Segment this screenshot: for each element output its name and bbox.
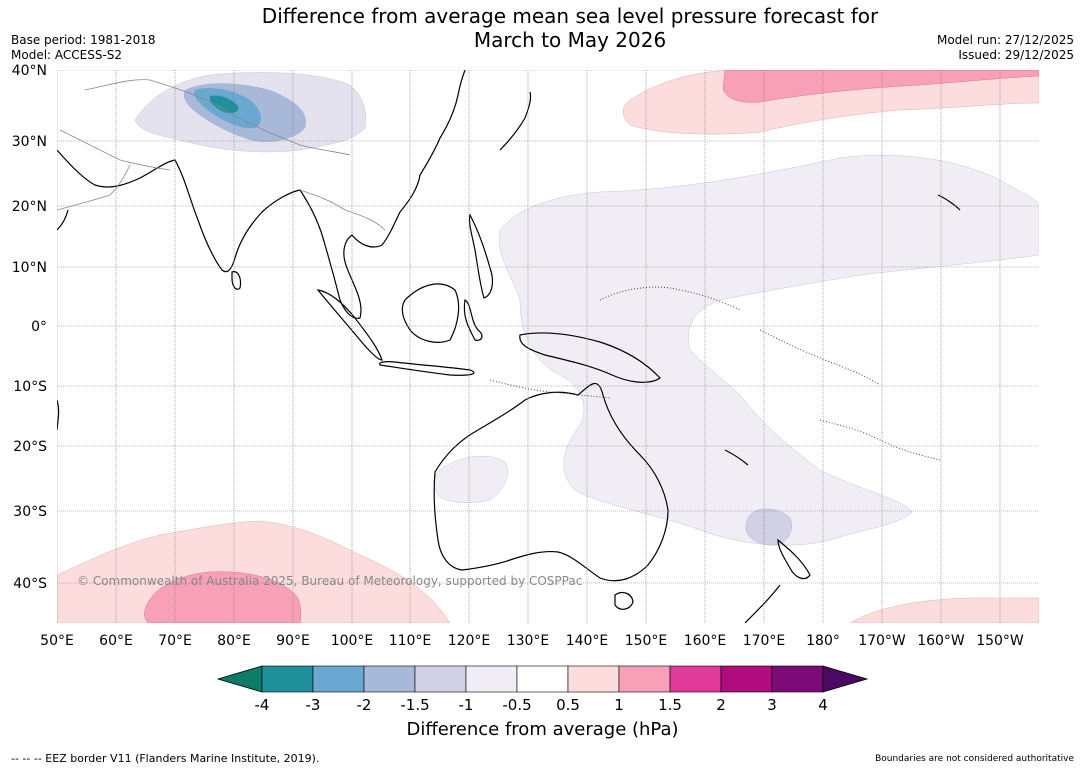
coast-arabia-asia <box>57 70 466 319</box>
lon-label: 70°E <box>158 633 192 649</box>
anomaly-asia-strongest <box>209 95 239 114</box>
lon-label: 140°E <box>566 633 609 649</box>
lat-label: 20°S <box>13 439 47 455</box>
map-area <box>57 70 1039 623</box>
coast-sri-lanka <box>231 271 242 290</box>
coast-sulawesi <box>463 298 483 341</box>
latitude-labels: 40°N 30°N 20°N 10°N 0° 10°S 20°S 30°S 40… <box>12 63 47 592</box>
coast-australia <box>433 382 669 582</box>
lon-label: 170°E <box>743 633 786 649</box>
coast-new-guinea <box>519 332 661 383</box>
lon-label: 80°E <box>217 633 251 649</box>
eez-pacific-islands <box>759 329 881 386</box>
model-name: Model: ACCESS-S2 <box>11 48 123 62</box>
anomaly-pacific-negative <box>498 154 1039 546</box>
copyright-notice: © Commonwealth of Australia 2025, Bureau… <box>77 574 583 588</box>
coast-new-zealand-south <box>744 584 781 623</box>
lon-label: 110°E <box>389 633 432 649</box>
lat-label: 40°N <box>12 63 47 79</box>
coast-hawaii <box>937 194 961 211</box>
issued-date: Issued: 29/12/2025 <box>958 48 1074 62</box>
boundary-disclaimer: Boundaries are not considered authoritat… <box>875 754 1074 764</box>
lat-label: 10°N <box>12 260 47 276</box>
lat-label: 0° <box>31 319 47 335</box>
lon-label: 160°E <box>684 633 727 649</box>
longitude-labels: 50°E 60°E 70°E 80°E 90°E 100°E 110°E 120… <box>40 633 1024 649</box>
lon-label: 100°E <box>331 633 374 649</box>
lon-label: 170°W <box>858 633 906 649</box>
graticule <box>57 70 1039 623</box>
coast-tasmania <box>614 592 634 610</box>
lon-label: 130°E <box>507 633 550 649</box>
lat-label: 10°S <box>13 379 47 395</box>
border-middle-east <box>57 164 131 211</box>
coast-borneo <box>401 283 460 343</box>
lat-label: 30°S <box>13 504 47 520</box>
coast-sumatra <box>316 289 383 361</box>
coast-new-caledonia <box>724 449 749 466</box>
lat-label: 30°N <box>12 134 47 150</box>
lon-label: 180° <box>806 633 840 649</box>
coast-philippines <box>468 213 494 299</box>
title-line-2: March to May 2026 <box>473 28 667 52</box>
coast-madagascar-east-africa <box>57 399 60 431</box>
colorbar-title: Difference from average (hPa) <box>406 719 679 740</box>
coast-japan <box>499 91 532 151</box>
eez-boundaries <box>489 286 941 461</box>
lon-label: 160°W <box>917 633 965 649</box>
lon-label: 120°E <box>448 633 491 649</box>
coast-new-zealand-north <box>777 538 811 580</box>
lat-label: 40°S <box>13 576 47 592</box>
model-info: Base period: 1981-2018 Model: ACCESS-S2 <box>11 33 156 63</box>
coast-java <box>379 361 475 376</box>
eez-border-note: -- -- -- EEZ border V11 (Flanders Marine… <box>11 752 320 765</box>
border-south-asia <box>84 79 351 156</box>
base-period: Base period: 1981-2018 <box>11 33 156 47</box>
lon-label: 50°E <box>40 633 74 649</box>
eez-south-pacific <box>819 419 941 461</box>
lat-label: 20°N <box>12 199 47 215</box>
anomaly-tasman-negative <box>745 508 792 546</box>
country-borders <box>57 79 386 231</box>
model-run-date: Model run: 27/12/2025 <box>936 33 1074 47</box>
lon-label: 60°E <box>99 633 133 649</box>
anomaly-north-pacific-core <box>722 70 1039 103</box>
coastlines <box>57 70 961 623</box>
map-title: Difference from average mean sea level p… <box>200 4 940 52</box>
anomaly-southern-ocean-core <box>144 571 302 623</box>
coast-india-west <box>57 209 69 231</box>
lon-label: 150°E <box>625 633 668 649</box>
lon-label: 90°E <box>276 633 310 649</box>
run-info: Model run: 27/12/2025 Issued: 29/12/2025 <box>937 33 1074 63</box>
title-line-1: Difference from average mean sea level p… <box>261 4 879 28</box>
border-indochina <box>299 189 386 231</box>
border-central-asia <box>59 129 171 171</box>
lon-label: 150°W <box>976 633 1024 649</box>
anomaly-southeast-pacific-positive <box>849 597 1039 623</box>
